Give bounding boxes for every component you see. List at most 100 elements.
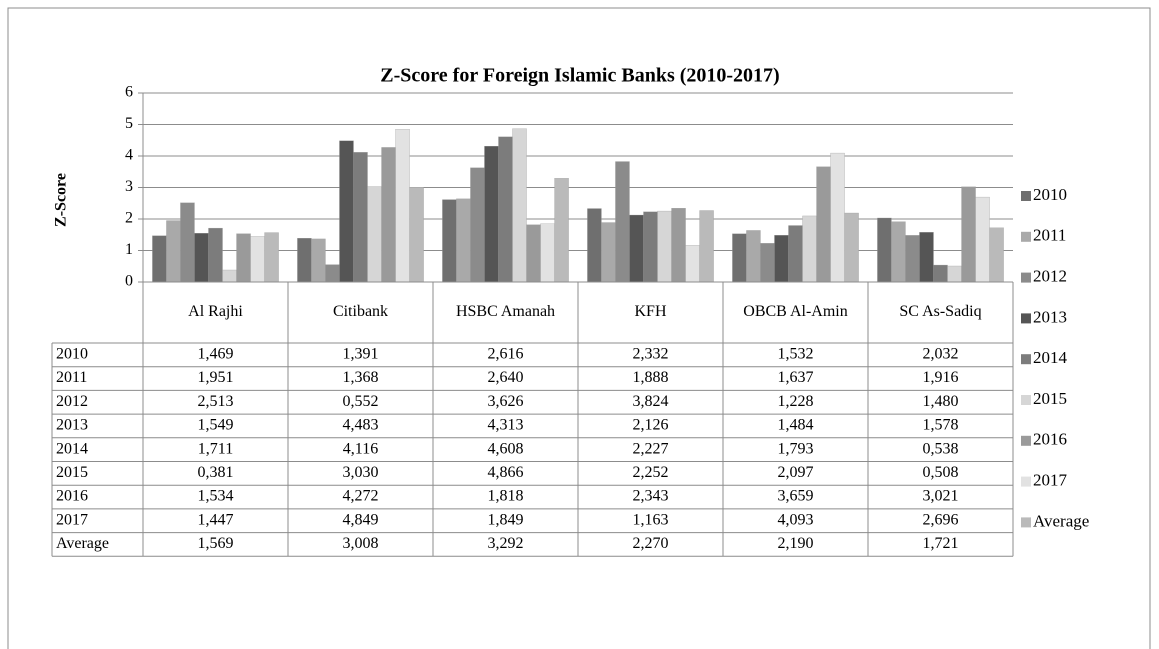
bar [297, 238, 312, 283]
bar [844, 212, 859, 283]
table-cell: 2,640 [488, 369, 524, 386]
bar [643, 211, 658, 283]
bar [671, 208, 686, 283]
table-cell: 1,721 [923, 535, 959, 552]
bar [788, 225, 803, 283]
table-cell: 3,021 [923, 488, 959, 505]
table-cell: 1,888 [633, 369, 669, 386]
table-cell: 4,483 [343, 417, 379, 434]
bar [601, 222, 616, 283]
table-cell: 4,866 [488, 464, 524, 481]
legend-swatch [1021, 231, 1031, 242]
bar [554, 178, 569, 283]
bar [264, 232, 279, 283]
table-cell: 1,484 [778, 417, 814, 434]
bar [353, 152, 368, 283]
table-cell: 4,849 [343, 511, 379, 528]
table-cell: 1,469 [198, 346, 234, 363]
legend-swatch [1021, 395, 1031, 405]
x-tick-label: OBCB Al-Amin [743, 303, 847, 320]
table-cell: 3,030 [343, 464, 379, 481]
bar [484, 145, 499, 283]
table-cell: 1,793 [778, 440, 814, 457]
bar [774, 235, 789, 283]
x-tick-label: KFH [634, 303, 666, 320]
legend-label: 2015 [1033, 389, 1067, 408]
table-cell: 2,270 [633, 535, 669, 552]
bar [311, 238, 326, 283]
bar [975, 196, 990, 283]
table-row-label: 2016 [56, 488, 88, 505]
x-tick-label: HSBC Amanah [456, 303, 555, 320]
table-cell: 2,332 [633, 346, 669, 363]
legend-label: 2014 [1033, 348, 1068, 367]
bar [947, 265, 962, 283]
bar [498, 136, 513, 283]
table-cell: 0,381 [198, 464, 234, 481]
table-cell: 2,126 [633, 417, 669, 434]
bar [152, 235, 167, 283]
bar [367, 186, 382, 283]
table-cell: 3,659 [778, 488, 814, 505]
bar [250, 236, 265, 283]
table-cell: 0,538 [923, 440, 959, 457]
bar [395, 129, 410, 283]
table-cell: 2,227 [633, 440, 669, 457]
bar [629, 214, 644, 283]
table-cell: 2,696 [923, 511, 959, 528]
table-cell: 1,578 [923, 417, 959, 434]
legend-swatch [1021, 313, 1031, 324]
table-cell: 4,116 [343, 440, 378, 457]
table-cell: 1,916 [923, 369, 959, 386]
y-tick-label: 5 [125, 115, 133, 132]
table-cell: 1,637 [778, 369, 814, 386]
table-cell: 1,818 [488, 488, 524, 505]
bar [732, 233, 747, 283]
bar [325, 264, 340, 283]
table-cell: 2,616 [488, 346, 524, 363]
table-cell: 0,552 [343, 393, 379, 410]
bar [339, 140, 354, 283]
legend-swatch [1021, 476, 1031, 487]
x-tick-label: Citibank [333, 303, 388, 320]
bar [526, 224, 541, 283]
y-tick-label: 4 [125, 147, 133, 164]
y-tick-label: 2 [125, 210, 133, 227]
bar [685, 245, 700, 283]
bar [470, 167, 485, 283]
bar [166, 220, 181, 283]
legend-swatch [1021, 517, 1031, 528]
y-tick-label: 3 [125, 178, 133, 195]
table-cell: 1,447 [198, 511, 234, 528]
table-cell: 3,292 [488, 535, 524, 552]
table-row-label: 2010 [56, 346, 88, 363]
table-row-label: 2015 [56, 464, 88, 481]
table-row-label: 2011 [56, 369, 87, 386]
bar [222, 269, 237, 283]
legend-label: 2010 [1033, 185, 1067, 204]
x-tick-label: SC As-Sadiq [899, 303, 981, 320]
table-cell: 1,951 [198, 369, 234, 386]
legend-swatch [1021, 272, 1031, 283]
bar [208, 227, 223, 283]
bar [989, 227, 1004, 283]
table-cell: 4,313 [488, 417, 524, 434]
table-cell: 1,849 [488, 511, 524, 528]
bar [919, 232, 934, 283]
legend-swatch [1021, 191, 1031, 201]
table-cell: 2,190 [778, 535, 814, 552]
y-tick-label: 0 [125, 273, 133, 290]
bar [409, 187, 424, 283]
legend-label: 2011 [1033, 226, 1066, 245]
bar [194, 233, 209, 283]
table-cell: 1,480 [923, 393, 959, 410]
bar [512, 128, 527, 283]
bar [381, 147, 396, 283]
table-cell: 2,252 [633, 464, 669, 481]
table-cell: 4,093 [778, 511, 814, 528]
bar [933, 264, 948, 283]
bar [877, 217, 892, 283]
legend-swatch [1021, 354, 1031, 365]
table-cell: 2,032 [923, 346, 959, 363]
bar [905, 235, 920, 283]
